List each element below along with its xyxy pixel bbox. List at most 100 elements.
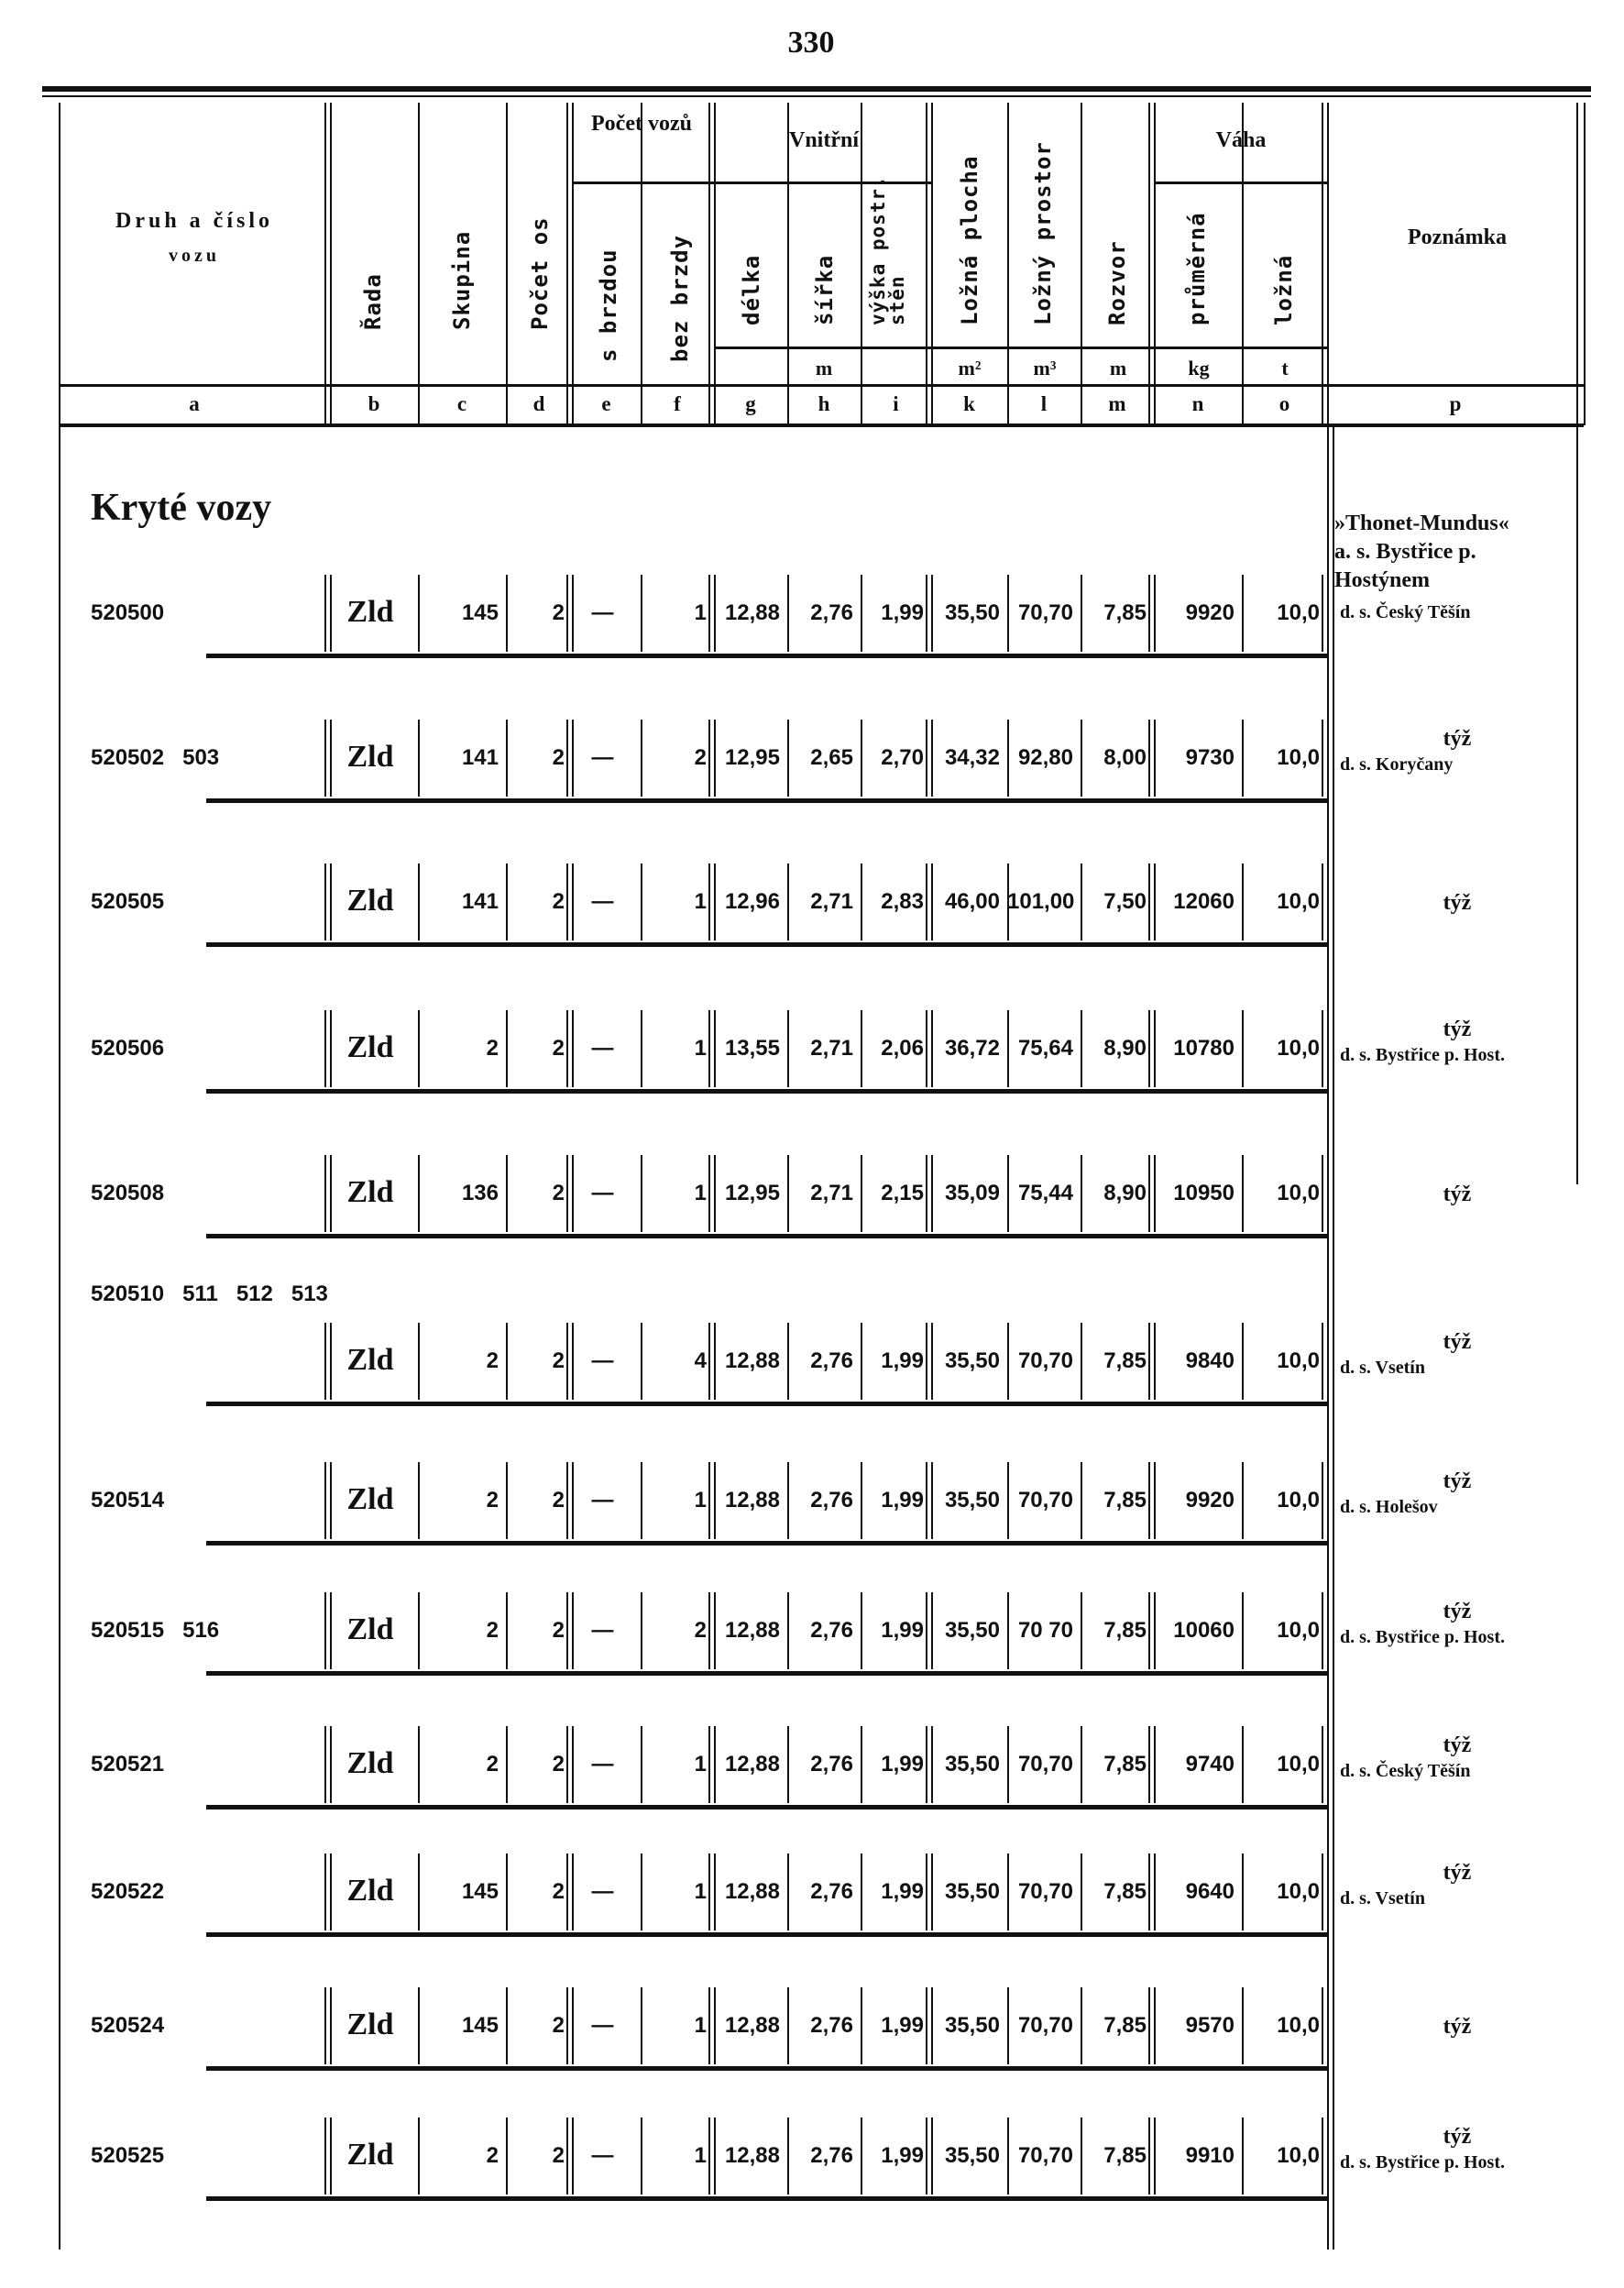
cell-divider — [641, 1726, 642, 1803]
cell-divider-double — [566, 864, 568, 940]
cell-s_brzdou: — — [591, 1618, 614, 1643]
cell-divider-double — [708, 1854, 710, 1930]
cell-divider — [572, 575, 574, 652]
cell-divider — [1007, 1726, 1009, 1803]
cell-lozna: 10,0 — [1277, 1036, 1320, 1061]
header-bez-brzdy: bez brzdy — [667, 234, 693, 362]
cell-sirka: 2,71 — [810, 889, 853, 914]
cell-skupina: 2 — [486, 1618, 499, 1643]
cell-prostor: 101,00 — [1007, 889, 1075, 914]
cell-vyska: 1,99 — [881, 1879, 924, 1904]
cell-divider — [861, 1726, 862, 1803]
cell-osy: 2 — [552, 889, 565, 914]
cell-prostor: 92,80 — [1017, 745, 1073, 770]
cell-divider — [1007, 2118, 1009, 2194]
cell-divider-double — [1322, 1155, 1323, 1232]
cell-divider — [641, 1854, 642, 1930]
top-rule — [42, 86, 1591, 92]
note-depot: d. s. Vsetín — [1340, 1358, 1425, 1378]
cell-divider — [641, 720, 642, 797]
cell-divider — [1081, 1592, 1082, 1669]
cell-rozvor: 7,50 — [1103, 889, 1147, 914]
body-left-border — [59, 425, 60, 2250]
cell-lozna: 10,0 — [1277, 889, 1320, 914]
cell-rada: Zld — [346, 1482, 394, 1516]
row-bottom-rule — [206, 1402, 1327, 1406]
cell-divider — [1081, 1726, 1082, 1803]
cell-divider-double — [566, 1592, 568, 1669]
cell-divider-double — [1322, 1462, 1323, 1539]
cell-divider — [1154, 1155, 1156, 1232]
cell-divider — [418, 1155, 420, 1232]
cell-divider — [714, 1726, 716, 1803]
cell-divider — [1327, 1987, 1329, 2064]
cell-divider — [787, 720, 789, 797]
cell-divider-double — [708, 864, 710, 940]
column-letter: n — [1191, 392, 1204, 415]
note-depot: d. s. Koryčany — [1340, 754, 1454, 775]
cell-delka: 12,95 — [724, 745, 780, 770]
cell-sirka: 2,76 — [810, 1618, 853, 1643]
cell-divider — [330, 864, 332, 940]
cell-divider — [714, 2118, 716, 2194]
cell-divider — [1007, 720, 1009, 797]
car-number: 520524 — [91, 2013, 165, 2038]
cell-divider-double — [1148, 1987, 1150, 2064]
cell-divider — [1242, 1010, 1244, 1087]
cell-divider — [1154, 1323, 1156, 1400]
cell-rada: Zld — [346, 595, 394, 629]
cell-s_brzdou: — — [591, 2013, 614, 2038]
cell-s_brzdou: — — [591, 2143, 614, 2168]
cell-rozvor: 8,90 — [1103, 1181, 1147, 1205]
cell-divider — [572, 720, 574, 797]
cell-divider — [641, 1592, 642, 1669]
cell-divider-double — [1322, 1726, 1323, 1803]
cell-delka: 12,88 — [724, 2143, 780, 2168]
header-vline — [506, 103, 508, 425]
cell-skupina: 141 — [461, 745, 499, 770]
cell-divider — [714, 1987, 716, 2064]
cell-vyska: 1,99 — [881, 1488, 924, 1512]
cell-divider — [931, 1462, 933, 1539]
cell-plocha: 36,72 — [944, 1036, 1000, 1061]
row-bottom-rule — [206, 2196, 1327, 2201]
cell-divider — [1007, 575, 1009, 652]
column-letter: i — [893, 392, 899, 415]
cell-skupina: 2 — [486, 1752, 499, 1776]
cell-divider-double — [708, 1010, 710, 1087]
cell-rozvor: 7,85 — [1103, 1879, 1147, 1904]
cell-divider — [787, 1726, 789, 1803]
cell-divider — [1154, 2118, 1156, 2194]
header-vline-double — [708, 103, 710, 425]
cell-divider — [1154, 864, 1156, 940]
header-vaha: Váha — [1215, 128, 1267, 152]
car-number: 520502 503 — [91, 745, 220, 770]
cell-sirka: 2,76 — [810, 2013, 853, 2038]
cell-divider — [931, 575, 933, 652]
cell-divider-double — [926, 2118, 927, 2194]
cell-divider — [506, 1010, 508, 1087]
cell-divider — [787, 1323, 789, 1400]
body-right-border-double — [1333, 425, 1334, 2250]
cell-prumerna: 10060 — [1173, 1618, 1234, 1643]
cell-divider — [1327, 1726, 1329, 1803]
car-number: 520505 — [91, 889, 165, 914]
cell-divider — [506, 720, 508, 797]
header-bottom-rule — [59, 424, 1584, 427]
note-tyz: týž — [1443, 1182, 1472, 1206]
cell-divider — [1154, 1010, 1156, 1087]
cell-prumerna: 9840 — [1185, 1348, 1234, 1373]
cell-plocha: 35,50 — [944, 1488, 1000, 1512]
cell-divider — [506, 1323, 508, 1400]
cell-divider — [1154, 1462, 1156, 1539]
column-letter: a — [189, 392, 200, 415]
cell-divider — [787, 2118, 789, 2194]
car-number: 520515 516 — [91, 1618, 220, 1643]
header-vnitrni: Vnitřní — [788, 128, 859, 152]
cell-osy: 2 — [552, 1036, 565, 1061]
cell-rada: Zld — [346, 1874, 394, 1908]
cell-osy: 2 — [552, 600, 565, 625]
cell-plocha: 34,32 — [944, 745, 1000, 770]
cell-rozvor: 7,85 — [1103, 1348, 1147, 1373]
cell-divider-double — [324, 1726, 326, 1803]
